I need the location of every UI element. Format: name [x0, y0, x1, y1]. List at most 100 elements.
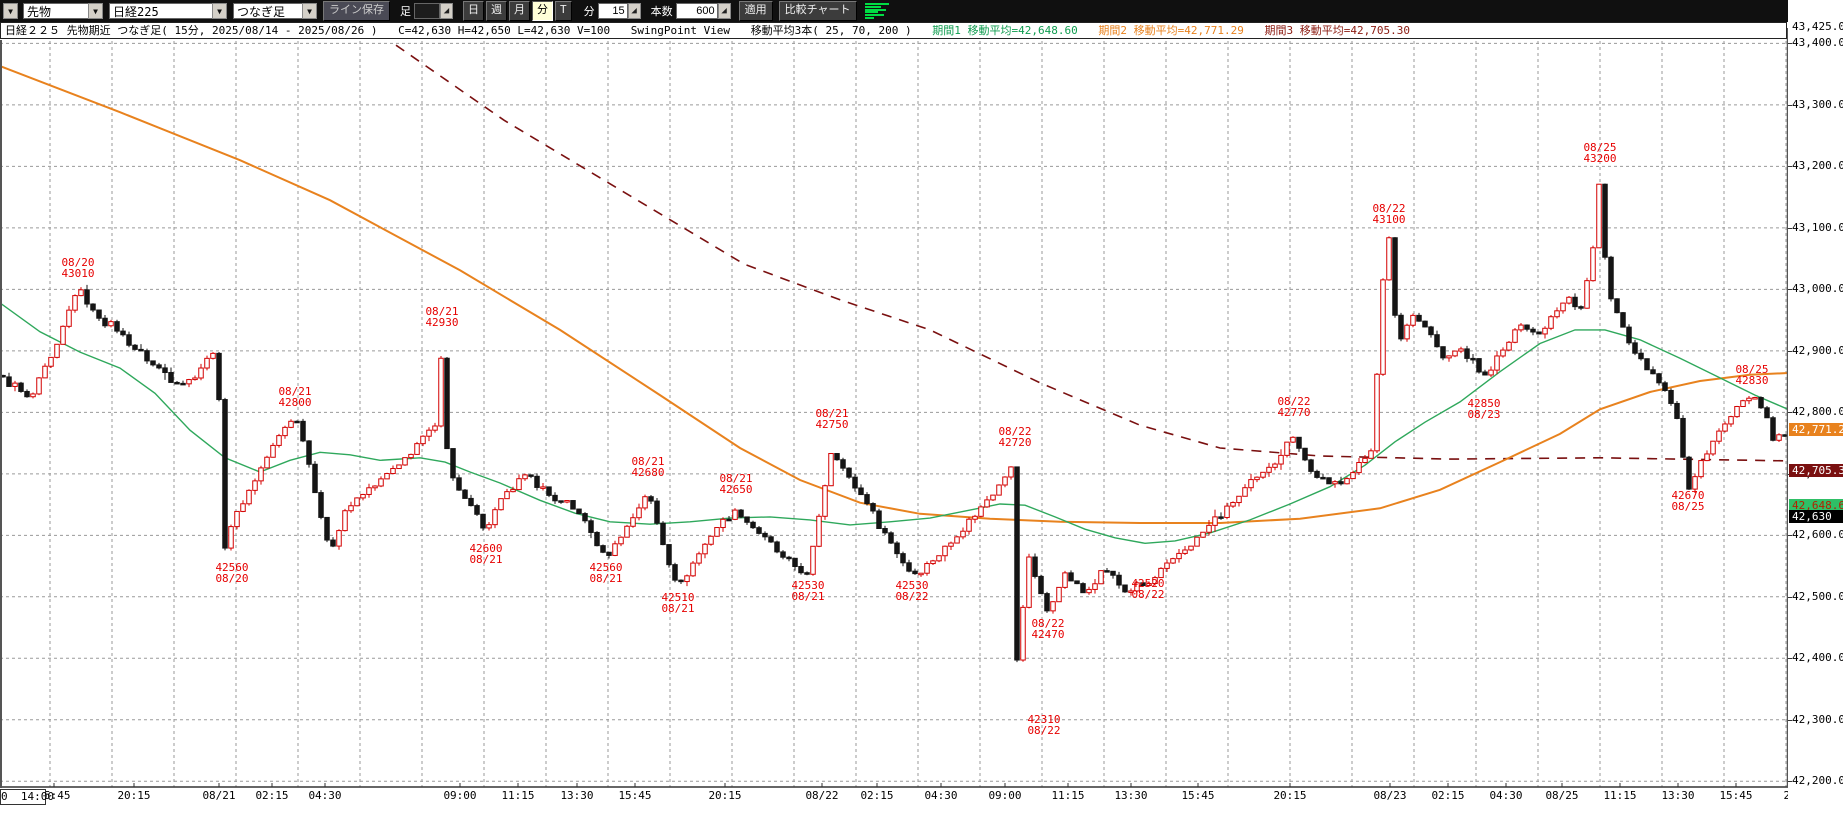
- swing-label-08/21: 42600 08/21: [469, 543, 502, 565]
- time-axis-label: 20:15: [117, 789, 150, 802]
- symbol-value: 日経225: [109, 3, 212, 19]
- time-axis-label: 11:15: [501, 789, 534, 802]
- price-axis-label-42200: 42,200.00: [1792, 774, 1843, 787]
- swing-label-43010: 08/20 43010: [61, 257, 94, 279]
- count-spinner[interactable]: ◢: [718, 3, 731, 19]
- price-axis-label-42500: 42,500.00: [1792, 590, 1843, 603]
- period-button-日[interactable]: 日: [463, 1, 484, 21]
- price-axis-label-43200: 43,200.00: [1792, 159, 1843, 172]
- candlestick-chart-plot[interactable]: 08/20 4301042560 08/2008/21 4280008/21 4…: [0, 28, 1788, 788]
- chart-type-combobox[interactable]: つなぎ足 ▼: [233, 3, 317, 19]
- symbol-dropdown-icon[interactable]: ▼: [212, 3, 227, 19]
- chart-info-bar: 日経２２５ 先物期近 つなぎ足( 15分, 2025/08/14 - 2025/…: [0, 22, 1787, 39]
- minutes-input[interactable]: [598, 3, 628, 19]
- time-axis-label: 11:15: [1051, 789, 1084, 802]
- compare-chart-button[interactable]: 比較チャート: [779, 1, 857, 21]
- period-button-T[interactable]: T: [555, 1, 572, 21]
- save-lines-button[interactable]: ライン保存: [323, 1, 390, 21]
- time-axis-label: 08/22: [805, 789, 838, 802]
- time-axis-label: 02:15: [860, 789, 893, 802]
- price-axis-label-43300: 43,300.00: [1792, 98, 1843, 111]
- price-axis-label-42600: 42,600.00: [1792, 528, 1843, 541]
- time-axis-label: 08/25: [1545, 789, 1578, 802]
- price-marker-box-42,705.3: 42,705.3: [1789, 464, 1843, 477]
- time-axis-label: 20:15: [1783, 789, 1788, 802]
- apply-button[interactable]: 適用: [739, 1, 773, 21]
- chart-application-window: ▼ 先物 ▼ 日経225 ▼ つなぎ足 ▼ ライン保存 足 ◢ 日週月分T 分 …: [0, 0, 1843, 814]
- price-axis-label-42800: 42,800.00: [1792, 405, 1843, 418]
- count-input[interactable]: [676, 3, 718, 19]
- mini-dropdown-button[interactable]: ▼: [3, 3, 18, 19]
- time-axis-label: 13:30: [1661, 789, 1694, 802]
- category-dropdown-icon[interactable]: ▼: [88, 3, 103, 19]
- time-axis-label: 20:15: [708, 789, 741, 802]
- swing-label-42800: 08/21 42800: [278, 386, 311, 408]
- swing-label-08/25: 42670 08/25: [1671, 490, 1704, 512]
- time-axis-label: 09:00: [443, 789, 476, 802]
- price-axis-label-43100: 43,100.00: [1792, 221, 1843, 234]
- time-axis-label: 20:15: [1273, 789, 1306, 802]
- swing-label-42830: 08/25 42830: [1735, 364, 1768, 386]
- time-axis-label: 04:30: [1489, 789, 1522, 802]
- time-axis-label: 13:30: [560, 789, 593, 802]
- time-axis-label: 04:30: [924, 789, 957, 802]
- ma-settings-label: 移動平均3本( 25, 70, 200 ): [751, 24, 912, 37]
- price-axis-label-42900: 42,900.00: [1792, 344, 1843, 357]
- chart-type-dropdown-icon[interactable]: ▼: [302, 3, 317, 19]
- ma2-value-label: 期間2 移動平均=42,771.29: [1098, 24, 1243, 37]
- swing-label-08/23: 42850 08/23: [1467, 398, 1500, 420]
- time-axis-label: 02:15: [1431, 789, 1464, 802]
- chart-canvas: [0, 28, 1788, 788]
- swing-label-43200: 08/25 43200: [1583, 142, 1616, 164]
- price-axis-label-43400: 43,400.00: [1792, 36, 1843, 49]
- time-axis-label: 11:15: [1603, 789, 1636, 802]
- swing-label-08/21: 42530 08/21: [791, 580, 824, 602]
- bar-count-input[interactable]: [414, 3, 440, 19]
- chart-type-value: つなぎ足: [233, 3, 302, 19]
- time-axis-label: 15:45: [1181, 789, 1214, 802]
- category-value: 先物: [23, 3, 88, 19]
- swing-label-42650: 08/21 42650: [719, 473, 752, 495]
- price-axis[interactable]: 43,425.0 43,400.00 43,300.00 43,200.00 43,10…: [1788, 0, 1843, 814]
- time-axis-label: 15:45: [618, 789, 651, 802]
- price-marker-box-42,771.2: 42,771.2: [1789, 423, 1843, 436]
- period-button-group: 日週月分T: [461, 1, 572, 21]
- indicator-list-icon[interactable]: [865, 3, 889, 19]
- period-button-週[interactable]: 週: [486, 1, 507, 21]
- ma1-value-label: 期間1 移動平均=42,648.60: [932, 24, 1077, 37]
- price-marker-box-42,630: 42,630: [1789, 510, 1843, 523]
- swing-label-43100: 08/22 43100: [1372, 203, 1405, 225]
- period-button-月[interactable]: 月: [509, 1, 530, 21]
- chart-title: 日経２２５ 先物期近 つなぎ足( 15分, 2025/08/14 - 2025/…: [5, 24, 378, 37]
- time-axis-label: 09:00: [988, 789, 1021, 802]
- ma3-value-label: 期間3 移動平均=42,705.30: [1265, 24, 1410, 37]
- time-axis[interactable]: 15:4520:1508/2102:1504:3009:0011:1513:30…: [0, 789, 1788, 805]
- swing-label-42680: 08/21 42680: [631, 456, 664, 478]
- view-mode-label: SwingPoint View: [631, 24, 730, 37]
- time-axis-label: 15:45: [1719, 789, 1752, 802]
- minutes-spinner[interactable]: ◢: [628, 3, 641, 19]
- swing-label-08/21: 42510 08/21: [661, 592, 694, 614]
- count-label: 本数: [651, 3, 673, 19]
- swing-label-08/22: 42530 08/22: [895, 580, 928, 602]
- period-button-分[interactable]: 分: [532, 1, 553, 21]
- category-combobox[interactable]: 先物 ▼: [23, 3, 103, 19]
- ohlc-readout: C=42,630 H=42,650 L=42,630 V=100: [398, 24, 610, 37]
- symbol-combobox[interactable]: 日経225 ▼: [109, 3, 227, 19]
- price-axis-top-label: 43,425.0: [1792, 20, 1843, 33]
- swing-label-42750: 08/21 42750: [815, 408, 848, 430]
- swing-label-42470: 08/22 42470: [1031, 618, 1064, 640]
- swing-label-08/22: 42310 08/22: [1027, 714, 1060, 736]
- price-axis-label-42400: 42,400.00: [1792, 651, 1843, 664]
- bar-spinner[interactable]: ◢: [440, 3, 453, 19]
- price-axis-label-42300: 42,300.00: [1792, 713, 1843, 726]
- swing-label-42720: 08/22 42720: [998, 426, 1031, 448]
- time-axis-label: 13:30: [1114, 789, 1147, 802]
- price-axis-label-43000: 43,000.00: [1792, 282, 1843, 295]
- time-axis-label: 08/23: [1373, 789, 1406, 802]
- time-axis-label: 04:30: [308, 789, 341, 802]
- swing-label-42770: 08/22 42770: [1277, 396, 1310, 418]
- time-axis-label: 02:15: [255, 789, 288, 802]
- bar-label: 足: [400, 3, 411, 19]
- swing-label-08/22: 42520 08/22: [1131, 578, 1164, 600]
